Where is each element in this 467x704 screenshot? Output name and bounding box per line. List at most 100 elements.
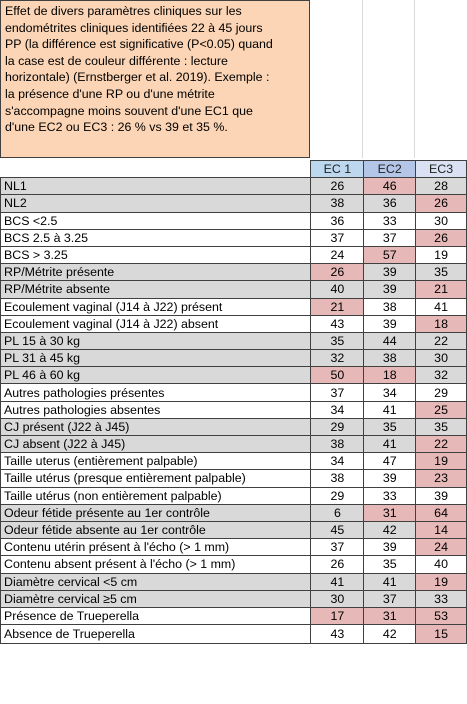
value-cell-ec1: 50 xyxy=(310,366,365,385)
table-row: CJ absent (J22 à J45) 38 41 22 xyxy=(0,434,467,454)
table-row: BCS > 3.25 24 57 19 xyxy=(0,245,467,265)
value-cell-ec2: 37 xyxy=(363,228,417,247)
value-cell-ec2: 38 xyxy=(363,349,417,368)
row-label: CJ absent (J22 à J45) xyxy=(0,434,312,454)
row-label: Diamètre cervical <5 cm xyxy=(0,572,312,591)
row-label: Autres pathologies absentes xyxy=(0,400,312,419)
value-cell-ec3: 19 xyxy=(415,452,467,471)
table-row: NL2 38 36 26 xyxy=(0,194,467,213)
table-row: Contenu utérin présent à l'écho (> 1 mm)… xyxy=(0,538,467,557)
value-cell-ec1: 38 xyxy=(310,469,365,488)
value-cell-ec2: 41 xyxy=(363,400,417,419)
value-cell-ec1: 29 xyxy=(310,417,365,437)
row-label: PL 46 à 60 kg xyxy=(0,366,312,385)
value-cell-ec3: 29 xyxy=(415,383,467,402)
value-cell-ec1: 29 xyxy=(310,486,365,505)
row-label: RP/Métrite absente xyxy=(0,280,312,299)
value-cell-ec3: 22 xyxy=(415,331,467,351)
empty-cell xyxy=(310,0,363,158)
value-cell-ec3: 25 xyxy=(415,400,467,419)
row-label: PL 15 à 30 kg xyxy=(0,331,312,351)
header-ec1: EC 1 xyxy=(310,159,365,179)
value-cell-ec2: 41 xyxy=(363,572,417,591)
value-cell-ec1: 17 xyxy=(310,606,365,626)
table-row: NL1 26 46 28 xyxy=(0,177,467,196)
row-label: Ecoulement vaginal (J14 à J22) absent xyxy=(0,314,312,333)
table-row: Taille uterus (entièrement palpable) 34 47… xyxy=(0,452,467,471)
value-cell-ec1: 38 xyxy=(310,434,365,454)
value-cell-ec3: 26 xyxy=(415,194,467,213)
value-cell-ec3: 33 xyxy=(415,589,467,608)
table-row: Autres pathologies absentes 34 41 25 xyxy=(0,400,467,419)
value-cell-ec2: 39 xyxy=(363,263,417,282)
value-cell-ec2: 34 xyxy=(363,383,417,402)
table-row: Ecoulement vaginal (J14 à J22) présent 21… xyxy=(0,297,467,316)
note-line: la case est de couleur différente : lect… xyxy=(5,53,228,68)
row-label: Taille utérus (non entièrement palpable) xyxy=(0,486,312,505)
value-cell-ec2: 57 xyxy=(363,245,417,265)
value-cell-ec3: 30 xyxy=(415,349,467,368)
value-cell-ec3: 40 xyxy=(415,555,467,574)
table-row: PL 31 à 45 kg 32 38 30 xyxy=(0,349,467,368)
table-row: Odeur fétide présente au 1er contrôle 6 31… xyxy=(0,503,467,522)
header-ec2: EC2 xyxy=(363,159,417,179)
value-cell-ec2: 31 xyxy=(363,606,417,626)
table-row: Autres pathologies présentes 37 34 29 xyxy=(0,383,467,402)
value-cell-ec2: 37 xyxy=(363,589,417,608)
value-cell-ec1: 26 xyxy=(310,177,365,196)
value-cell-ec2: 42 xyxy=(363,520,417,540)
value-cell-ec3: 19 xyxy=(415,572,467,591)
row-label: BCS > 3.25 xyxy=(0,245,312,265)
note-line: d'une EC2 ou EC3 : 26 % vs 39 et 35 %. xyxy=(5,120,228,135)
value-cell-ec2: 33 xyxy=(363,211,417,230)
value-cell-ec2: 39 xyxy=(363,538,417,557)
note-line: endométrites cliniques identifiées 22 à … xyxy=(5,20,263,35)
value-cell-ec2: 35 xyxy=(363,555,417,574)
value-cell-ec2: 41 xyxy=(363,434,417,454)
value-cell-ec2: 33 xyxy=(363,486,417,505)
value-cell-ec1: 6 xyxy=(310,503,365,522)
table-row: PL 15 à 30 kg 35 44 22 xyxy=(0,331,467,351)
table-row: BCS <2.5 36 33 30 xyxy=(0,211,467,230)
empty-cell xyxy=(363,0,415,158)
value-cell-ec3: 35 xyxy=(415,263,467,282)
value-cell-ec3: 15 xyxy=(415,624,467,645)
value-cell-ec1: 30 xyxy=(310,589,365,608)
row-label: Ecoulement vaginal (J14 à J22) présent xyxy=(0,297,312,316)
value-cell-ec1: 37 xyxy=(310,538,365,557)
table-row: RP/Métrite présente 26 39 35 xyxy=(0,263,467,282)
table-row: PL 46 à 60 kg 50 18 32 xyxy=(0,366,467,385)
value-cell-ec3: 19 xyxy=(415,245,467,265)
header-row: EC 1 EC2 EC3 xyxy=(0,159,467,179)
table-row: BCS 2.5 à 3.25 37 37 26 xyxy=(0,228,467,247)
row-label: Présence de Trueperella xyxy=(0,606,312,626)
value-cell-ec1: 38 xyxy=(310,194,365,213)
table-row: Taille utérus (non entièrement palpable)… xyxy=(0,486,467,505)
value-cell-ec2: 39 xyxy=(363,280,417,299)
value-cell-ec3: 28 xyxy=(415,177,467,196)
value-cell-ec2: 18 xyxy=(363,366,417,385)
table-row: Présence de Trueperella 17 31 53 xyxy=(0,606,467,626)
value-cell-ec1: 37 xyxy=(310,383,365,402)
results-table: EC 1 EC2 EC3 NL1 26 46 28 NL2 38 36 26 BCS <2.5 3… xyxy=(0,159,467,645)
note-line: Effet de divers paramètres cliniques sur… xyxy=(5,4,242,18)
row-label: PL 31 à 45 kg xyxy=(0,349,312,368)
value-cell-ec3: 39 xyxy=(415,486,467,505)
value-cell-ec2: 44 xyxy=(363,331,417,351)
value-cell-ec3: 41 xyxy=(415,297,467,316)
row-label: BCS <2.5 xyxy=(0,211,312,230)
value-cell-ec2: 31 xyxy=(363,503,417,522)
value-cell-ec1: 43 xyxy=(310,314,365,333)
value-cell-ec3: 26 xyxy=(415,228,467,247)
value-cell-ec3: 14 xyxy=(415,520,467,540)
row-label: Autres pathologies présentes xyxy=(0,383,312,402)
value-cell-ec1: 34 xyxy=(310,452,365,471)
value-cell-ec3: 24 xyxy=(415,538,467,557)
table-row: Contenu absent présent à l'écho (> 1 mm)… xyxy=(0,555,467,574)
value-cell-ec1: 35 xyxy=(310,331,365,351)
value-cell-ec1: 41 xyxy=(310,572,365,591)
value-cell-ec3: 35 xyxy=(415,417,467,437)
value-cell-ec3: 64 xyxy=(415,503,467,522)
value-cell-ec1: 26 xyxy=(310,555,365,574)
value-cell-ec2: 39 xyxy=(363,469,417,488)
